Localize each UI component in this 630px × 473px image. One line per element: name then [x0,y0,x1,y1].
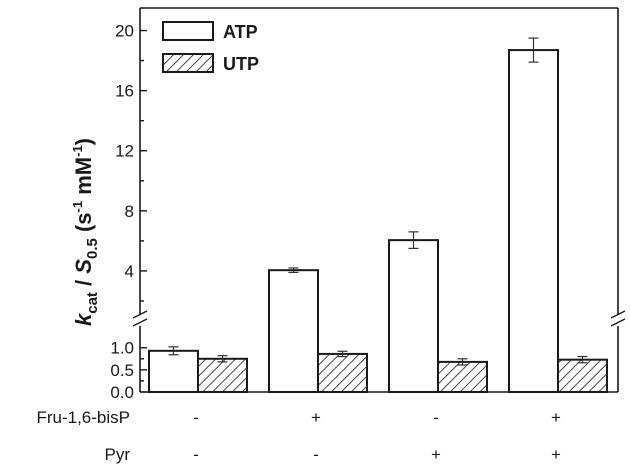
error-bar-utp-3 [457,358,468,366]
error-bar-atp-3 [408,231,419,249]
condition-value: - [433,408,439,427]
condition-table: Fru-1,6-bisP - + - + Pyr - - + + [36,408,561,464]
bar-utp-2 [317,352,368,393]
error-bar-utp-1 [217,355,228,363]
condition-value: + [551,445,561,464]
y-tick-label: 4 [125,262,134,281]
condition-value: - [193,445,199,464]
bar-utp-4 [557,358,608,393]
condition-value: - [193,408,199,427]
bar-utp-1 [197,357,248,393]
legend-swatch-utp [162,53,214,73]
legend-label-atp: ATP [223,22,258,42]
y-tick-label: 8 [125,202,134,221]
condition-label: Fru-1,6-bisP [36,408,130,427]
condition-value: + [431,445,441,464]
error-bar-atp-4 [528,37,539,63]
legend-swatch-atp [162,21,214,41]
axis-break-mark [132,310,148,319]
error-bar-atp-1 [168,346,179,356]
bars [148,37,608,394]
bar-utp-3 [437,360,488,393]
error-bar-utp-2 [337,350,348,358]
bar-atp-1 [148,349,199,394]
legend-label-utp: UTP [223,54,259,74]
y-tick-label: 0.5 [110,361,134,380]
legend: ATP UTP [162,21,259,74]
y-tick-label: 12 [115,142,134,161]
axis-break-mark [610,310,626,319]
condition-value: + [311,408,321,427]
y-tick-label: 20 [115,22,134,41]
condition-label: Pyr [105,445,131,464]
bar-atp-4 [508,49,559,394]
bar-atp-3 [388,239,439,393]
y-tick-label: 1.0 [110,339,134,358]
axis-break-mark [132,318,148,327]
error-bar-atp-2 [288,267,299,274]
bar-atp-2 [268,269,319,393]
y-tick-label: 0.0 [110,383,134,402]
y-ticks: 0.0 0.5 1.0 4 8 12 16 20 [110,22,147,402]
y-axis-title: kcat / S0.5 (s-1 mM-1) [70,138,101,326]
axis-break-mark [610,318,626,327]
y-tick-label: 16 [115,82,134,101]
condition-value: + [551,408,561,427]
condition-value: - [313,445,319,464]
error-bar-utp-4 [577,355,588,364]
